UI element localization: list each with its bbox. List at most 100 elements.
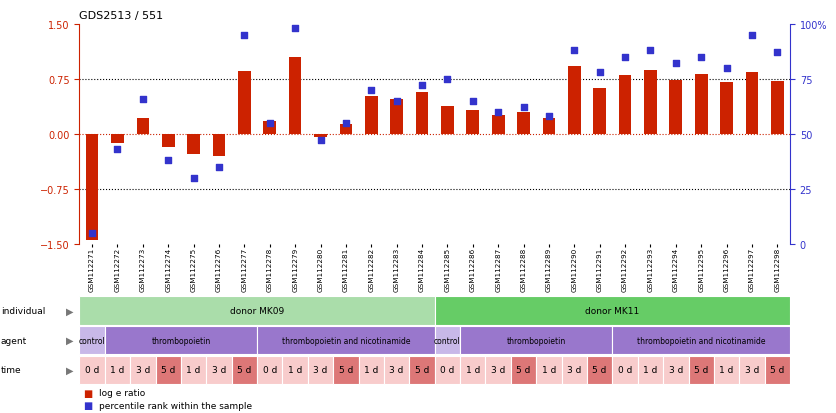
Point <box>669 61 682 68</box>
Bar <box>187 134 200 155</box>
Bar <box>562 356 587 385</box>
Text: ▶: ▶ <box>66 306 73 316</box>
Bar <box>587 356 612 385</box>
Text: ▶: ▶ <box>66 365 73 375</box>
Text: 3 d: 3 d <box>390 366 404 375</box>
Text: 3 d: 3 d <box>212 366 227 375</box>
Text: 5 d: 5 d <box>415 366 429 375</box>
Point <box>288 26 302 33</box>
Bar <box>619 76 631 134</box>
Bar <box>536 356 562 385</box>
Bar <box>136 119 149 134</box>
Bar <box>568 66 581 134</box>
Text: thrombopoietin and nicotinamide: thrombopoietin and nicotinamide <box>637 336 766 345</box>
Bar <box>104 356 130 385</box>
Point <box>720 65 733 72</box>
Bar <box>384 356 410 385</box>
Text: thrombopoietin: thrombopoietin <box>151 336 211 345</box>
Text: 3 d: 3 d <box>314 366 328 375</box>
Bar <box>466 111 479 134</box>
Text: 5 d: 5 d <box>161 366 176 375</box>
Bar <box>670 81 682 134</box>
Point <box>111 147 125 153</box>
Bar <box>517 112 530 134</box>
Point <box>466 98 480 105</box>
Bar <box>339 125 352 134</box>
Bar <box>460 356 486 385</box>
Bar <box>257 326 435 355</box>
Point <box>695 55 708 61</box>
Text: 5 d: 5 d <box>694 366 708 375</box>
Bar <box>334 356 359 385</box>
Bar <box>594 89 606 134</box>
Bar <box>111 134 124 143</box>
Bar <box>181 356 206 385</box>
Bar <box>663 356 689 385</box>
Point <box>364 87 378 94</box>
Bar <box>212 134 226 157</box>
Bar <box>415 93 428 134</box>
Bar <box>162 134 175 147</box>
Text: 3 d: 3 d <box>491 366 505 375</box>
Point <box>568 48 581 55</box>
Point <box>517 105 530 112</box>
Text: thrombopoietin and nicotinamide: thrombopoietin and nicotinamide <box>282 336 410 345</box>
Text: 3 d: 3 d <box>669 366 683 375</box>
Bar <box>238 71 251 134</box>
Bar <box>263 121 276 134</box>
Bar <box>283 356 308 385</box>
Text: 3 d: 3 d <box>135 366 150 375</box>
Point <box>619 55 632 61</box>
Bar <box>86 134 99 240</box>
Point <box>161 157 175 164</box>
Text: ■: ■ <box>84 388 93 398</box>
Text: 0 d: 0 d <box>441 366 455 375</box>
Bar <box>739 356 765 385</box>
Text: 0 d: 0 d <box>85 366 99 375</box>
Bar <box>314 134 327 138</box>
Bar <box>232 356 257 385</box>
Point <box>543 114 556 120</box>
Point <box>187 175 201 182</box>
Text: log e ratio: log e ratio <box>99 388 145 397</box>
Text: 5 d: 5 d <box>237 366 252 375</box>
Bar <box>612 326 790 355</box>
Point <box>339 120 353 127</box>
Point <box>644 48 657 55</box>
Point <box>415 83 429 90</box>
Bar <box>486 356 511 385</box>
Text: GDS2513 / 551: GDS2513 / 551 <box>79 11 164 21</box>
Bar <box>308 356 334 385</box>
Bar <box>638 356 663 385</box>
Text: 5 d: 5 d <box>593 366 607 375</box>
Bar <box>765 356 790 385</box>
Point <box>237 33 251 39</box>
Bar <box>79 296 435 325</box>
Bar <box>543 119 555 134</box>
Bar <box>79 356 104 385</box>
Bar <box>689 356 714 385</box>
Text: 0 d: 0 d <box>618 366 632 375</box>
Text: individual: individual <box>1 306 45 315</box>
Point <box>263 120 277 127</box>
Point <box>314 138 327 144</box>
Text: 1 d: 1 d <box>720 366 734 375</box>
Point <box>212 164 226 171</box>
Text: 1 d: 1 d <box>288 366 303 375</box>
Bar <box>79 326 104 355</box>
Text: percentile rank within the sample: percentile rank within the sample <box>99 401 252 410</box>
Text: 1 d: 1 d <box>542 366 556 375</box>
Text: 3 d: 3 d <box>567 366 582 375</box>
Bar <box>257 356 283 385</box>
Bar <box>435 356 460 385</box>
Point <box>771 50 784 57</box>
Bar <box>771 82 783 134</box>
Text: ■: ■ <box>84 400 93 410</box>
Bar <box>721 83 733 134</box>
Text: 1 d: 1 d <box>110 366 125 375</box>
Point <box>441 76 454 83</box>
Bar <box>492 115 504 134</box>
Bar <box>390 100 403 134</box>
Bar <box>359 356 384 385</box>
Bar <box>644 71 657 134</box>
